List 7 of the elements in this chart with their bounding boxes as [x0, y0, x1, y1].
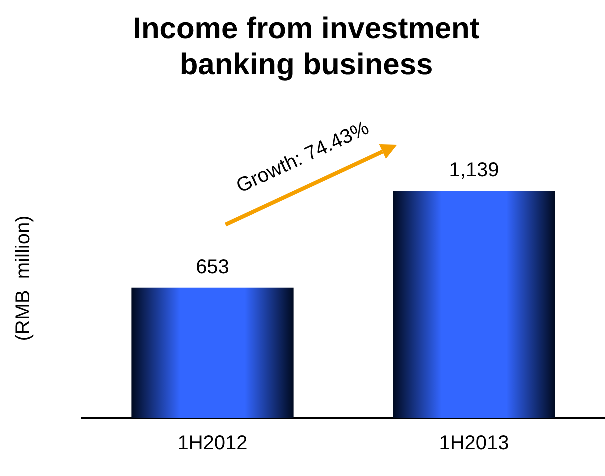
data-label: 653 — [196, 256, 230, 278]
y-axis-title: (RMB million) — [12, 216, 35, 342]
x-tick-label: 1H2012 — [178, 432, 248, 455]
data-label: 1,139 — [449, 160, 500, 182]
x-tick-label: 1H2013 — [439, 432, 510, 455]
text: banking business — [180, 48, 434, 82]
text: Income from investment — [133, 12, 480, 46]
